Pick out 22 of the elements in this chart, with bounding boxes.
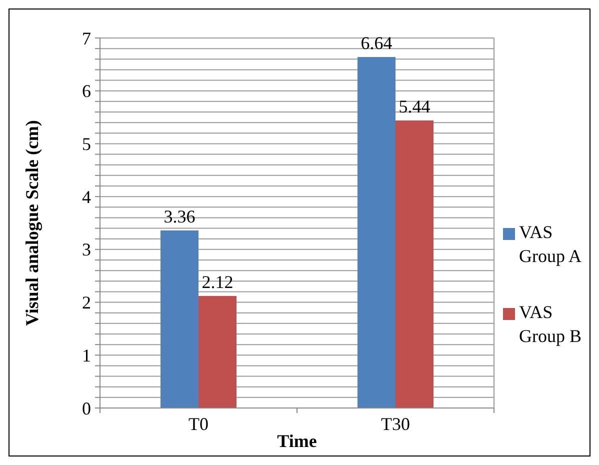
y-tick-label: 3: [82, 240, 91, 260]
legend-label: VAS Group A: [519, 222, 582, 266]
y-tick-label: 4: [82, 186, 91, 207]
bar: [160, 230, 198, 408]
x-tick-label: T30: [381, 414, 410, 434]
data-label: 5.44: [398, 96, 430, 116]
y-tick-label: 7: [82, 28, 91, 48]
x-axis-title: Time: [277, 431, 317, 451]
bar: [358, 57, 396, 408]
data-label: 6.64: [360, 33, 392, 54]
data-label: 2.12: [202, 272, 234, 292]
y-tick-label: 6: [82, 81, 91, 102]
y-tick-label: 1: [82, 345, 91, 366]
y-tick-label: 0: [82, 398, 91, 418]
y-tick-label: 2: [82, 292, 91, 313]
y-tick-label: 5: [82, 134, 91, 154]
legend-label: VAS Group B: [519, 302, 582, 346]
x-tick-label: T0: [188, 414, 208, 434]
y-axis-title: Visual analogue Scale (cm): [22, 120, 42, 326]
data-label: 3.36: [164, 206, 196, 226]
bar: [396, 120, 434, 408]
bar: [198, 296, 236, 408]
